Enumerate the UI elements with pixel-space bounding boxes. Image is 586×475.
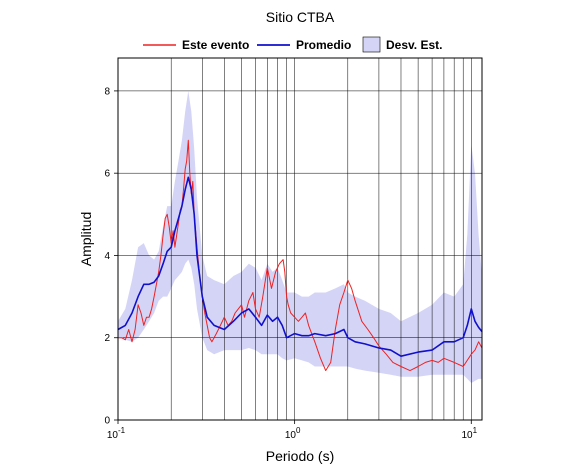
legend-label-desv: Desv. Est.	[386, 38, 442, 52]
x-tick-label: 101	[461, 426, 477, 441]
y-tick-label: 4	[104, 251, 110, 262]
std-band	[118, 90, 482, 384]
chart-title: Sitio CTBA	[266, 9, 335, 25]
plot-frame	[117, 57, 483, 421]
y-tick-label: 6	[104, 169, 110, 180]
x-axis: 10-1 100 101	[107, 420, 478, 441]
x-tick-label: 100	[285, 426, 301, 441]
series-line-promedio	[117, 176, 483, 358]
legend-swatch-desv	[362, 36, 381, 53]
series-line-este-evento	[118, 139, 483, 372]
x-tick-label: 10-1	[107, 426, 126, 441]
legend-label-promedio: Promedio	[296, 38, 351, 52]
std-band-layer	[118, 90, 482, 384]
x-axis-label: Periodo (s)	[266, 448, 334, 464]
series-layer	[117, 139, 483, 372]
y-tick-label: 8	[104, 86, 110, 97]
legend-label-este: Este evento	[182, 38, 249, 52]
y-tick-label: 2	[104, 333, 110, 344]
y-axis: 0 2 4 6 8	[104, 86, 118, 427]
y-tick-label: 0	[104, 416, 110, 427]
legend: Este evento Promedio Desv. Est.	[143, 36, 442, 53]
y-axis-label: Amplitud	[78, 212, 94, 266]
